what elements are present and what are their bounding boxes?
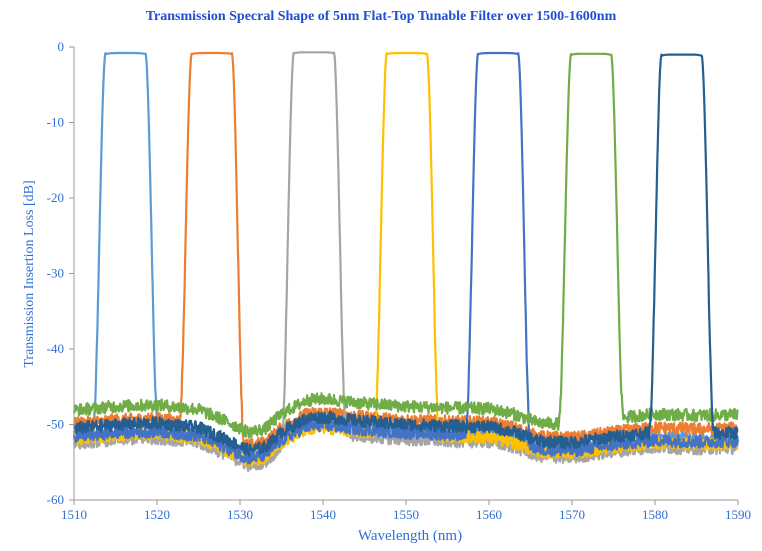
y-axis-label: Transmission Insertion Loss [dB] [22,180,37,367]
chart-title: Transmission Specral Shape of 5nm Flat-T… [145,9,617,24]
y-tick-label: -60 [47,492,64,507]
y-tick-label: -50 [47,417,64,432]
y-tick-label: 0 [58,39,65,54]
y-tick-label: -30 [47,266,64,281]
y-tick-label: -20 [47,190,64,205]
x-axis-label: Wavelength (nm) [358,528,462,544]
x-tick-label: 1550 [393,507,419,522]
y-tick-label: -10 [47,115,64,130]
y-tick-label: -40 [47,341,64,356]
x-tick-label: 1540 [310,507,336,522]
x-tick-label: 1530 [227,507,253,522]
series-line-6 [72,52,739,439]
x-tick-label: 1580 [642,507,668,522]
series-layer [72,51,739,473]
x-tick-label: 1520 [144,507,170,522]
x-tick-label: 1590 [725,507,751,522]
series-line-1 [72,51,739,462]
x-tick-label: 1570 [559,507,585,522]
x-tick-label: 1560 [476,507,502,522]
series-line-5 [72,51,739,465]
series-line-7 [72,53,739,457]
x-tick-label: 1510 [61,507,87,522]
series-line-2 [72,51,739,451]
axes-layer: 1510 1520 1530 1540 1550 1560 1570 1580 1590 0 -10… [47,39,751,522]
